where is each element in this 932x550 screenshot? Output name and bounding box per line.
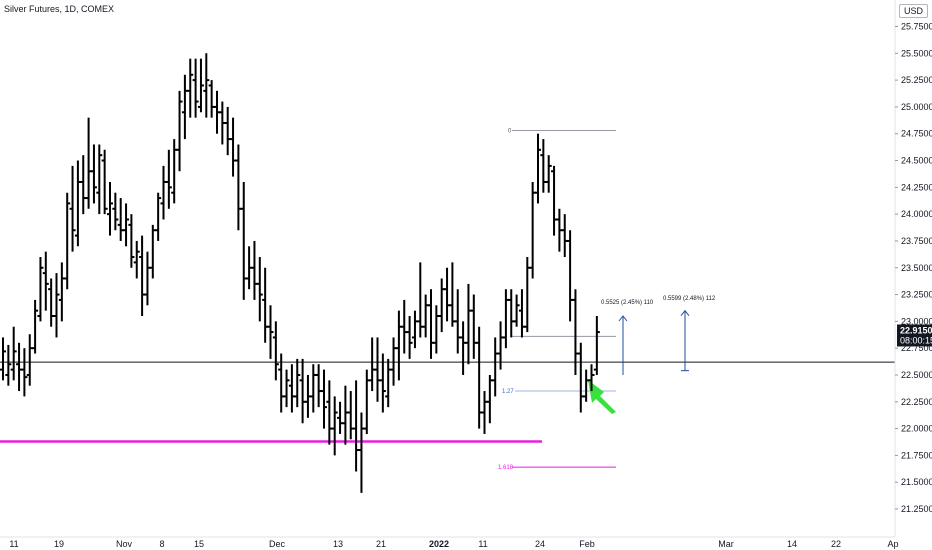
last-price-box	[897, 324, 932, 347]
time-tick-label: 13	[333, 539, 343, 549]
last-price-label: 22.9150 08:00:15	[897, 324, 932, 347]
time-tick-label: 19	[54, 539, 64, 549]
price-tick-label: 24.7500	[901, 129, 932, 139]
price-tick-label: 23.0000	[901, 316, 932, 326]
price-tick-label: 25.7500	[901, 22, 932, 32]
time-tick-label: 15	[194, 539, 204, 549]
chart-title: Silver Futures, 1D, COMEX	[4, 4, 115, 14]
price-tick-label: 25.0000	[901, 102, 932, 112]
price-tick-label: 24.5000	[901, 156, 932, 166]
price-tick-label: 23.5000	[901, 263, 932, 273]
fib-0-label: 0	[508, 129, 512, 135]
time-tick-label: 8	[159, 539, 164, 549]
annotations: 0 1.27 1.618 0.5525 (2.45%) 110 0.5599 (…	[498, 129, 716, 472]
price-tick-label: 22.7500	[901, 343, 932, 353]
time-tick-label: Dec	[269, 539, 286, 549]
measure-1-label: 0.5525 (2.45%) 110	[601, 300, 654, 306]
time-tick-label: 22	[831, 539, 841, 549]
price-tick-label: 23.2500	[901, 290, 932, 300]
currency-button[interactable]: USD	[898, 4, 928, 18]
last-price-value: 22.9150	[900, 325, 932, 335]
measure-arrowhead	[618, 315, 628, 322]
price-tick-label: 21.2500	[901, 504, 932, 514]
ohlc-bars	[0, 53, 600, 493]
countdown-value: 08:00:15	[900, 335, 932, 345]
price-axis[interactable]: 25.7500 25.5000 25.2500 25.0000 24.7500 24.50…	[894, 0, 932, 537]
time-tick-label: Mar	[718, 539, 734, 549]
price-tick-label: 24.2500	[901, 182, 932, 192]
time-tick-label: 14	[787, 539, 797, 549]
horizontal-lines	[0, 130, 895, 468]
price-tick-label: 25.5000	[901, 48, 932, 58]
measure-2-label: 0.5599 (2.48%) 112	[663, 296, 716, 302]
measure-arrowhead	[680, 309, 690, 316]
time-tick-label: Feb	[579, 539, 595, 549]
time-axis[interactable]: 11 19 Nov 8 15 Dec 13 21 2022 11 24 Feb Mar 14 22 Ap	[0, 536, 899, 549]
price-tick-label: 22.2500	[901, 397, 932, 407]
time-tick-label: 2022	[429, 539, 449, 549]
price-tick-label: 21.5000	[901, 477, 932, 487]
green-arrow-icon	[588, 380, 616, 414]
fib-1618-label: 1.618	[498, 465, 514, 471]
time-tick-label: 11	[9, 539, 18, 549]
price-tick-label: 25.2500	[901, 75, 932, 85]
time-tick-label: Ap	[887, 539, 898, 549]
price-tick-label: 22.0000	[901, 424, 932, 434]
time-tick-label: 11	[478, 539, 487, 549]
price-tick-label: 22.5000	[901, 370, 932, 380]
price-tick-label: 21.7500	[901, 450, 932, 460]
price-tick-label: 23.7500	[901, 236, 932, 246]
fib-127-label: 1.27	[502, 389, 514, 395]
time-tick-label: 24	[535, 539, 545, 549]
time-tick-label: Nov	[116, 539, 133, 549]
time-tick-label: 21	[376, 539, 386, 549]
price-tick-label: 24.0000	[901, 209, 932, 219]
